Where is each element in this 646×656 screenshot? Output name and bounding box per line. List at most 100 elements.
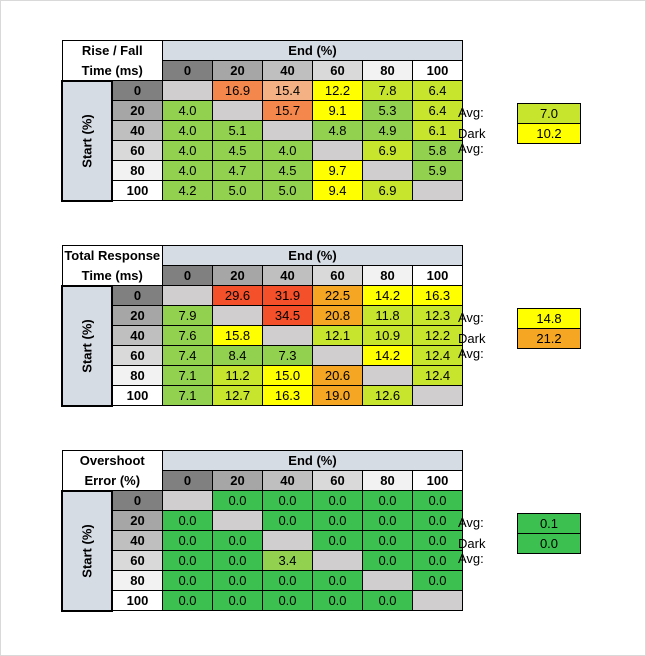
end-column-header: 20 xyxy=(212,265,263,286)
table-cell: 19.0 xyxy=(312,385,363,406)
table-cell: 0.0 xyxy=(162,530,213,551)
table-cell xyxy=(362,365,413,386)
table-cell: 12.2 xyxy=(312,80,363,101)
dark-average-label: Dark Avg: xyxy=(458,331,486,361)
start-percent-label: Start (%) xyxy=(79,113,95,168)
table-title-line1: Overshoot xyxy=(61,450,163,471)
table-cell: 4.8 xyxy=(312,120,363,141)
response-table: Overshoot End (%) Error (%) 0 20 40 60 80 100 Sta… xyxy=(61,450,463,612)
average-value: 0.1 xyxy=(517,513,581,534)
end-percent-header: End (%) xyxy=(162,40,463,61)
table-cell: 7.1 xyxy=(162,385,213,406)
start-row-header: 80 xyxy=(111,160,163,181)
table-cell: 0.0 xyxy=(362,550,413,571)
table-cell xyxy=(212,100,263,121)
start-row-header: 100 xyxy=(111,590,163,611)
table-title-line2: Time (ms) xyxy=(61,265,163,286)
table-cell: 34.5 xyxy=(262,305,313,326)
table-cell: 16.3 xyxy=(412,285,463,306)
table-cell: 0.0 xyxy=(412,550,463,571)
table-cell: 4.0 xyxy=(162,100,213,121)
table-cell: 0.0 xyxy=(212,530,263,551)
table-cell: 4.9 xyxy=(362,120,413,141)
table-cell: 6.4 xyxy=(412,100,463,121)
table-cell: 0.0 xyxy=(412,510,463,531)
dark-average-label: Dark Avg: xyxy=(458,126,486,156)
table-cell xyxy=(362,160,413,181)
end-column-header: 100 xyxy=(412,470,463,491)
end-column-header: 80 xyxy=(362,470,413,491)
dark-average-value: 21.2 xyxy=(517,328,581,349)
end-percent-header: End (%) xyxy=(162,245,463,266)
table-cell: 0.0 xyxy=(362,510,413,531)
table-cell xyxy=(362,570,413,591)
end-column-header: 100 xyxy=(412,265,463,286)
table-cell: 0.0 xyxy=(162,510,213,531)
table-cell xyxy=(312,140,363,161)
start-row-header: 60 xyxy=(111,140,163,161)
start-row-header: 80 xyxy=(111,570,163,591)
table-cell: 7.6 xyxy=(162,325,213,346)
start-row-header: 40 xyxy=(111,120,163,141)
table-cell: 0.0 xyxy=(212,570,263,591)
start-row-header: 20 xyxy=(111,510,163,531)
table-cell: 3.4 xyxy=(262,550,313,571)
table-cell xyxy=(162,490,213,511)
table-cell: 22.5 xyxy=(312,285,363,306)
response-table: Rise / Fall End (%) Time (ms) 0 20 40 60 80 100 S… xyxy=(61,40,463,202)
table-cell: 0.0 xyxy=(312,570,363,591)
end-column-header: 40 xyxy=(262,265,313,286)
response-table-block-2: Overshoot End (%) Error (%) 0 20 40 60 80 100 Sta… xyxy=(61,450,463,612)
start-row-header: 0 xyxy=(111,285,163,306)
table-cell: 7.8 xyxy=(362,80,413,101)
start-percent-header: Start (%) xyxy=(61,79,113,202)
table-cell xyxy=(212,305,263,326)
end-column-header: 40 xyxy=(262,60,313,81)
table-cell: 0.0 xyxy=(212,590,263,611)
table-cell: 5.9 xyxy=(412,160,463,181)
table-cell: 0.0 xyxy=(262,590,313,611)
start-percent-label: Start (%) xyxy=(79,318,95,373)
table-title-line2: Time (ms) xyxy=(61,60,163,81)
end-column-header: 60 xyxy=(312,265,363,286)
table-cell xyxy=(412,180,463,201)
end-column-header: 20 xyxy=(212,470,263,491)
average-value: 7.0 xyxy=(517,103,581,124)
table-cell xyxy=(412,590,463,611)
table-cell xyxy=(412,385,463,406)
table-cell: 9.7 xyxy=(312,160,363,181)
table-cell xyxy=(312,550,363,571)
table-cell xyxy=(262,120,313,141)
table-cell: 29.6 xyxy=(212,285,263,306)
table-cell: 4.7 xyxy=(212,160,263,181)
end-column-header: 100 xyxy=(412,60,463,81)
table-cell: 12.4 xyxy=(412,345,463,366)
table-cell: 0.0 xyxy=(162,570,213,591)
table-cell: 4.5 xyxy=(212,140,263,161)
table-cell: 7.9 xyxy=(162,305,213,326)
end-column-header: 80 xyxy=(362,265,413,286)
dark-average-value: 0.0 xyxy=(517,533,581,554)
table-cell: 12.3 xyxy=(412,305,463,326)
table-cell: 5.8 xyxy=(412,140,463,161)
start-row-header: 0 xyxy=(111,80,163,101)
table-cell: 11.2 xyxy=(212,365,263,386)
table-cell: 0.0 xyxy=(312,590,363,611)
average-value: 14.8 xyxy=(517,308,581,329)
start-row-header: 0 xyxy=(111,490,163,511)
end-percent-header: End (%) xyxy=(162,450,463,471)
start-row-header: 80 xyxy=(111,365,163,386)
table-cell: 12.4 xyxy=(412,365,463,386)
table-cell: 0.0 xyxy=(362,590,413,611)
table-cell: 6.9 xyxy=(362,180,413,201)
start-row-header: 100 xyxy=(111,180,163,201)
table-cell: 12.7 xyxy=(212,385,263,406)
average-label: Avg: xyxy=(458,310,484,325)
table-cell: 20.6 xyxy=(312,365,363,386)
table-cell: 5.0 xyxy=(262,180,313,201)
table-cell: 9.1 xyxy=(312,100,363,121)
table-cell: 5.0 xyxy=(212,180,263,201)
start-row-header: 20 xyxy=(111,305,163,326)
start-row-header: 60 xyxy=(111,345,163,366)
table-cell: 16.9 xyxy=(212,80,263,101)
